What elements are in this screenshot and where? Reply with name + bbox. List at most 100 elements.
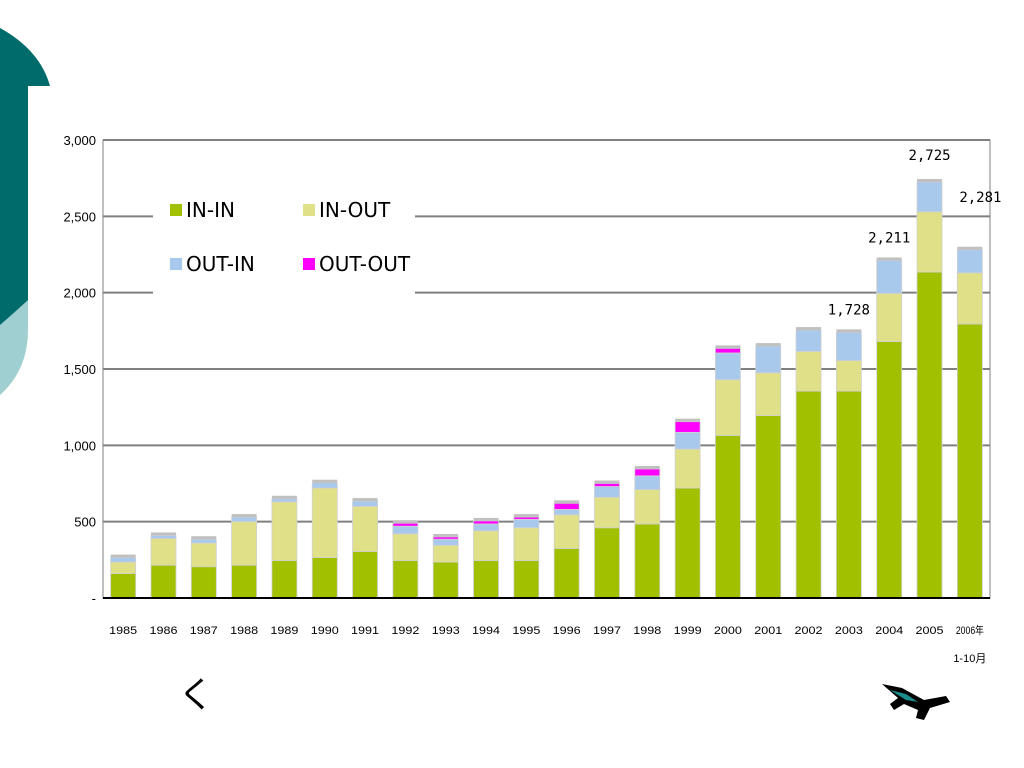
y-tick-label: 1,000 xyxy=(63,438,96,453)
bar-segment-out-in xyxy=(634,475,661,491)
bar-top-cap xyxy=(392,520,418,524)
bar-segment-in-out xyxy=(110,561,137,574)
bar-top-cap xyxy=(191,536,217,540)
bar-segment-in-out xyxy=(190,542,217,568)
bar-segment-in-out xyxy=(553,514,580,549)
bar-segment-out-in xyxy=(715,352,741,381)
bar-segment-in-in xyxy=(432,561,459,599)
bar-segment-in-in xyxy=(110,573,137,599)
bar-segment-out-out xyxy=(715,347,741,354)
bar-top-cap xyxy=(796,327,822,331)
bar-top-cap xyxy=(957,246,983,250)
bar-segment-in-out xyxy=(956,272,983,325)
bar-segment-out-in xyxy=(473,523,499,532)
y-tick-label: 2,500 xyxy=(63,209,96,224)
bar-segment-in-out xyxy=(715,379,741,436)
bar-segment-out-in xyxy=(311,482,338,489)
labels-layer: - 500 1,000 1,500 2,000 2,500 3,000 1985 1986 198… xyxy=(63,133,1001,665)
bar-top-cap xyxy=(513,514,539,518)
total-label: 2,211 xyxy=(868,230,910,246)
teal-light-shape xyxy=(0,300,28,395)
bar-segment-out-in xyxy=(876,260,903,294)
jet-plane-icon[interactable] xyxy=(880,680,952,724)
bar-top-cap xyxy=(473,517,499,521)
bar-segment-in-out xyxy=(392,533,419,561)
x-tick-sublabel: 1-10月 xyxy=(953,653,986,665)
bar-segment-in-out xyxy=(513,527,540,561)
bar-segment-in-out xyxy=(432,544,459,563)
x-tick-label: 1985 xyxy=(109,625,137,637)
axis-layer xyxy=(102,139,991,599)
bar-segment-in-in xyxy=(352,551,378,599)
bar-segment-out-out xyxy=(594,483,620,487)
bar-segment-out-in xyxy=(110,557,137,563)
bar-segment-in-out xyxy=(835,360,862,392)
x-tick-label: 1994 xyxy=(472,625,500,637)
bar-segment-in-in xyxy=(916,271,943,599)
jet-plane-highlight xyxy=(890,690,918,702)
y-tick-label: 500 xyxy=(74,515,96,530)
bar-top-cap xyxy=(715,345,741,349)
legend-label-in-in: IN-IN xyxy=(186,198,235,222)
jet-plane-body xyxy=(882,684,950,720)
bar-segment-in-in xyxy=(513,560,540,599)
bar-top-cap xyxy=(231,514,257,518)
bar-segment-out-in xyxy=(352,500,378,507)
total-label: 2,725 xyxy=(908,148,950,164)
bar-segment-out-in xyxy=(835,331,862,362)
bar-top-cap xyxy=(150,532,176,536)
total-label: 1,728 xyxy=(828,302,870,318)
bar-segment-out-out xyxy=(513,516,540,520)
bar-segment-in-in xyxy=(835,390,862,599)
bar-segment-in-in xyxy=(553,547,580,599)
bar-segment-out-in xyxy=(755,345,782,374)
bar-segment-out-out xyxy=(392,522,419,527)
bar-segment-in-in xyxy=(271,560,298,599)
bar-segment-in-out xyxy=(634,489,661,525)
slide-decoration xyxy=(0,28,50,395)
legend-swatch-out-in xyxy=(170,258,182,270)
bar-top-cap xyxy=(352,498,378,502)
bar-top-cap xyxy=(917,178,943,182)
x-tick-label: 1997 xyxy=(593,625,621,637)
bar-segment-in-out xyxy=(473,530,499,561)
bar-segment-in-in xyxy=(231,564,258,599)
y-tick-label: 3,000 xyxy=(63,133,96,148)
bar-segment-out-in xyxy=(432,538,459,546)
bar-segment-in-out xyxy=(231,521,258,566)
bar-segment-in-out xyxy=(594,496,620,529)
bar-segment-out-out xyxy=(432,536,459,540)
legend-label-out-out: OUT-OUT xyxy=(319,252,411,276)
bar-segment-in-in xyxy=(190,566,217,599)
bar-segment-out-in xyxy=(392,525,419,535)
x-tick-label: 2003 xyxy=(835,625,863,637)
bar-segment-in-in xyxy=(392,560,419,599)
bar-top-cap xyxy=(312,479,338,483)
bar-segment-in-in xyxy=(795,390,822,599)
bar-segment-out-in xyxy=(916,181,943,213)
bar-segment-out-out xyxy=(634,468,661,477)
bar-segment-out-in xyxy=(231,516,258,523)
x-tick-label: 1989 xyxy=(270,625,298,637)
bar-segment-in-in xyxy=(674,487,701,599)
bar-segment-out-in xyxy=(956,249,983,274)
bar-top-cap xyxy=(271,495,297,499)
bar-top-cap xyxy=(594,480,620,484)
x-tick-label: 2001 xyxy=(754,625,782,637)
x-tick-label: 1986 xyxy=(149,625,177,637)
bar-segment-out-in xyxy=(190,538,217,544)
x-tick-label: 1992 xyxy=(391,625,419,637)
bar-segment-in-in xyxy=(956,323,983,599)
x-tick-label: 1995 xyxy=(512,625,540,637)
prev-slide-button[interactable]: く xyxy=(177,675,214,716)
total-label: 2,281 xyxy=(959,190,1001,206)
bar-segment-in-in xyxy=(755,415,782,599)
bar-segment-in-out xyxy=(352,505,378,552)
x-tick-label: 2004 xyxy=(875,625,903,637)
bars-layer xyxy=(110,178,983,599)
bar-segment-out-out xyxy=(674,421,701,433)
x-tick-label: 1991 xyxy=(351,625,379,637)
bar-segment-in-out xyxy=(311,487,338,558)
